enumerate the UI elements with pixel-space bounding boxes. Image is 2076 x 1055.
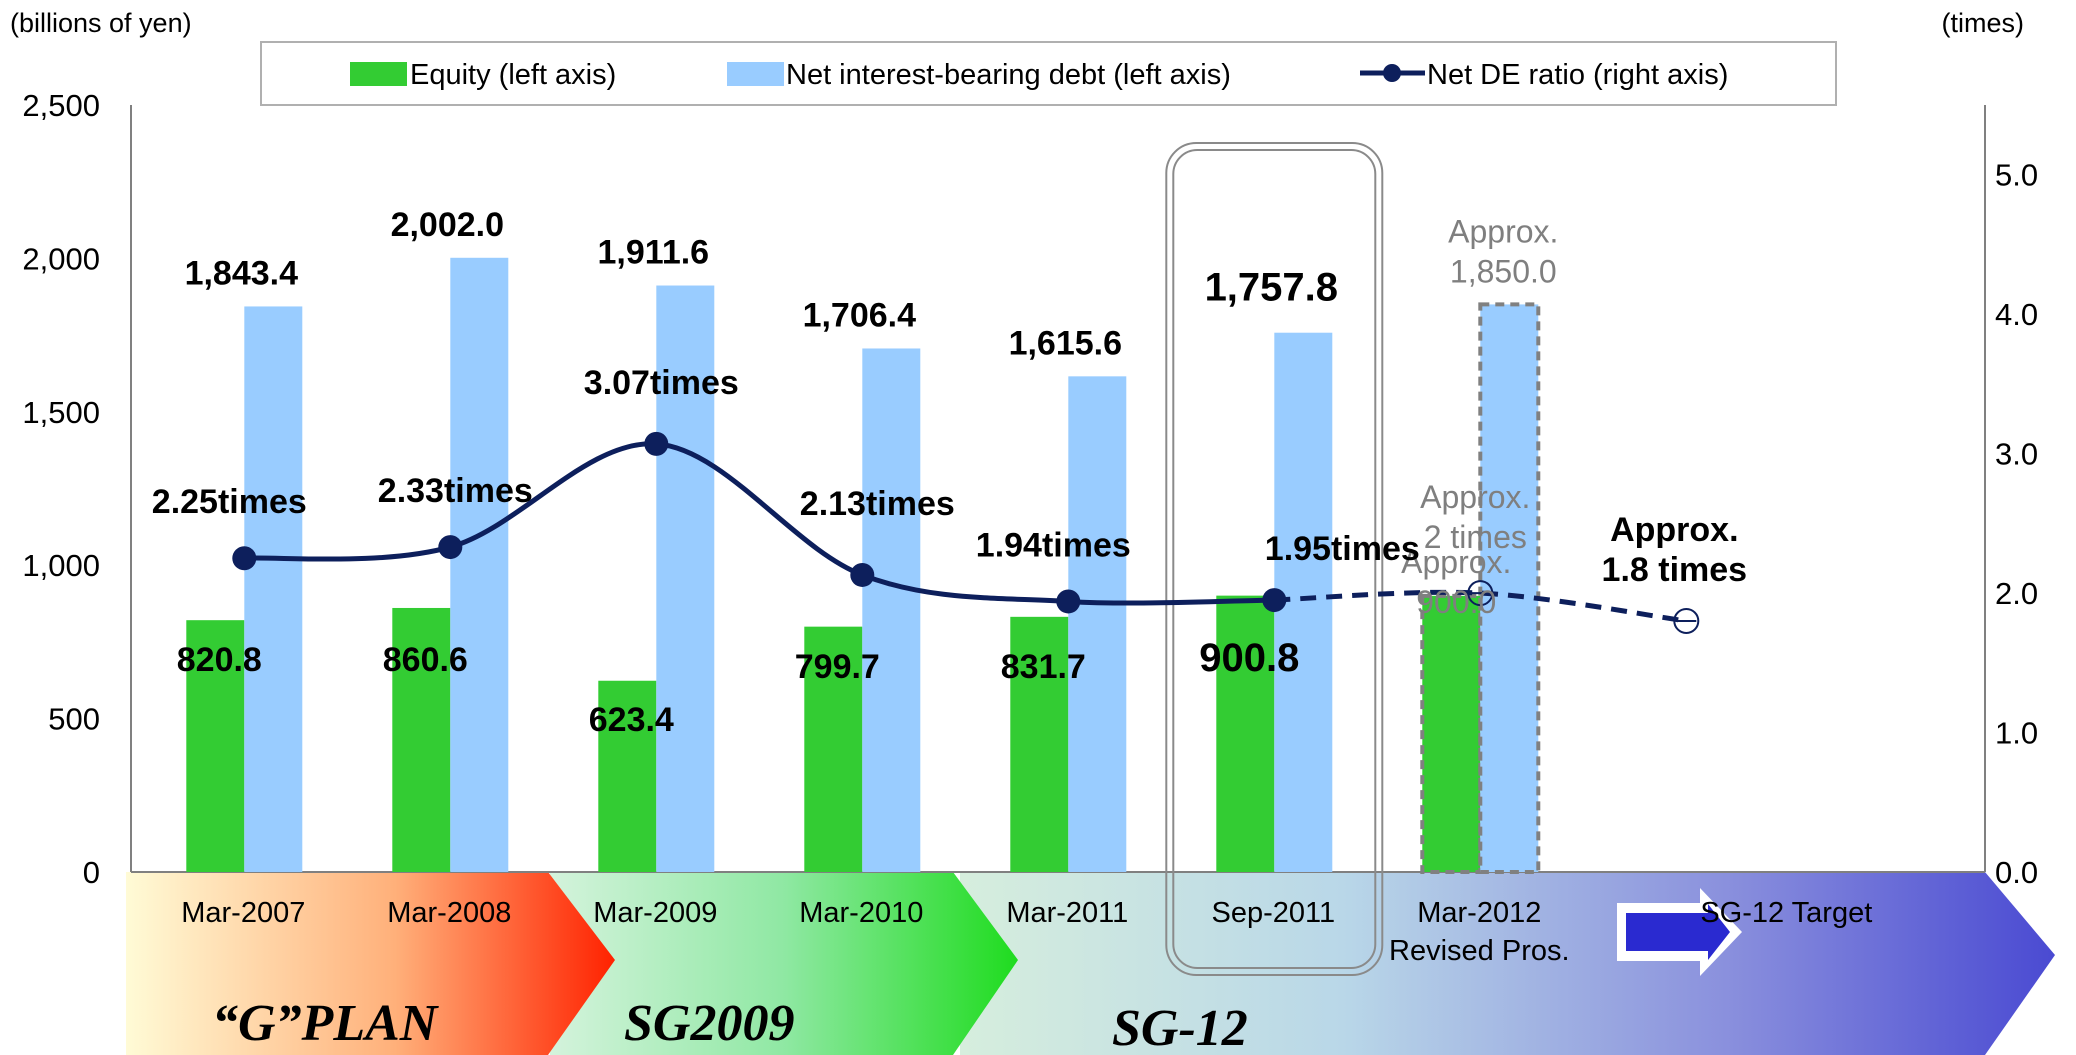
bar-equity-mar-2007 — [186, 620, 245, 872]
left-tick-label: 0 — [83, 855, 100, 890]
category-sublabel: Revised Pros. — [1389, 935, 1570, 967]
plan-label-gplan: “G”PLAN — [212, 995, 440, 1052]
highlight-box-inner — [1172, 149, 1377, 969]
left-axis-unit: (billions of yen) — [10, 8, 192, 38]
plan-label-sg12: SG-12 — [1112, 1000, 1248, 1055]
category-label-mar-2009: Mar-2009 — [593, 897, 717, 929]
debt-value-label: 1,757.8 — [1205, 266, 1338, 310]
legend-swatch-equity — [350, 62, 407, 86]
legend-swatch-debt — [727, 62, 784, 86]
ratio-point-mar-2009 — [644, 431, 669, 456]
category-label-mar-2008: Mar-2008 — [387, 897, 511, 929]
equity-value-label: 900.8 — [1199, 636, 1299, 680]
ratio-point-mar-2010 — [850, 562, 875, 587]
ratio-point-mar-2008 — [438, 535, 463, 560]
ratio-value-label: 3.07times — [584, 364, 739, 402]
right-tick-label: 1.0 — [1995, 716, 2038, 751]
ratio-value-label: 2.33times — [378, 472, 533, 510]
bar-net-interest-bearing-debt-mar-2010 — [862, 348, 921, 873]
debt-value-label: Approx. — [1448, 213, 1558, 249]
category-label-mar-2010: Mar-2010 — [799, 897, 923, 929]
debt-value-label: 1,850.0 — [1450, 253, 1557, 289]
equity-value-label: 623.4 — [589, 701, 674, 739]
legend-label-equity: Equity (left axis) — [410, 59, 616, 91]
right-tick-label: 2.0 — [1995, 576, 2038, 611]
bar-net-interest-bearing-debt-mar-2012 — [1478, 302, 1541, 875]
right-tick-label: 5.0 — [1995, 158, 2038, 193]
debt-value-label: 1,843.4 — [185, 254, 299, 292]
bar-net-interest-bearing-debt-mar-2007 — [244, 306, 303, 872]
legend: Equity (left axis) Net interest-bearing … — [260, 41, 1837, 106]
left-tick-label: 500 — [48, 702, 100, 737]
legend-swatch-ratio-marker — [1383, 64, 1401, 82]
legend-box — [260, 41, 1837, 106]
category-label-mar-2012: Mar-2012 — [1417, 897, 1541, 929]
bar-equity-mar-2008 — [392, 607, 451, 872]
axes: 0 500 1,000 1,500 2,000 2,500 0.0 1.0 2.0 3.0 4.0… — [10, 8, 2038, 890]
ratio-value-label: 1.94times — [976, 526, 1131, 564]
right-tick-label: 0.0 — [1995, 855, 2038, 890]
bar-equity-mar-2009 — [598, 680, 657, 872]
equity-value-label: 831.7 — [1001, 648, 1086, 686]
debt-value-label: 1,615.6 — [1009, 324, 1122, 362]
category-label-mar-2011: Mar-2011 — [1006, 897, 1128, 929]
bar-net-interest-bearing-debt-mar-2008 — [450, 257, 509, 873]
equity-value-label: Approx. — [1401, 544, 1511, 580]
ratio-value-label: 1.95times — [1265, 530, 1420, 568]
ratio-value-label: 2.25times — [152, 483, 307, 521]
bar-net-interest-bearing-debt-mar-2009 — [656, 285, 715, 872]
debt-value-label: 1,706.4 — [803, 296, 917, 334]
equity-value-label: 860.6 — [383, 641, 468, 679]
plan-label-sg2009: SG2009 — [624, 995, 794, 1052]
debt-value-label: 1,911.6 — [598, 234, 710, 272]
plan-arrows: “G”PLAN SG2009 SG-12 — [126, 872, 2055, 1055]
ratio-value-label: Approx. — [1420, 479, 1530, 515]
right-tick-label: 3.0 — [1995, 437, 2038, 472]
left-tick-label: 1,000 — [22, 548, 100, 583]
category-label-mar-2007: Mar-2007 — [181, 897, 305, 929]
ratio-line-projected — [1274, 589, 1687, 624]
plan-arrow-gplan — [126, 872, 615, 1055]
bar-equity-sep-2011 — [1216, 595, 1275, 872]
plan-arrow-sg2009 — [550, 872, 1018, 1055]
arrow-right-icon — [1617, 888, 1742, 976]
left-tick-label: 2,500 — [22, 88, 100, 123]
equity-value-label: 799.7 — [795, 648, 880, 686]
ratio-value-label: 2.13times — [800, 485, 955, 523]
ratio-point-sep-2011 — [1262, 588, 1287, 613]
right-tick-label: 4.0 — [1995, 297, 2038, 332]
equity-value-label: 900.0 — [1416, 584, 1496, 620]
category-label-sep-2011: Sep-2011 — [1211, 897, 1335, 929]
ratio-line-actual — [244, 441, 1275, 606]
debt-value-label: 2,002.0 — [391, 206, 504, 244]
bar-equity-mar-2011 — [1010, 616, 1069, 872]
ratio-point-mar-2012 — [1467, 580, 1494, 607]
legend-label-ratio: Net DE ratio (right axis) — [1427, 59, 1728, 91]
ratio-point-mar-2011 — [1056, 589, 1081, 614]
highlight-box-outer — [1165, 142, 1384, 976]
bar-equity-mar-2010 — [804, 626, 863, 872]
left-tick-label: 2,000 — [22, 241, 100, 276]
ratio-value-label: Approx. — [1610, 511, 1738, 549]
ratio-value-label: 2 times — [1424, 519, 1527, 555]
legend-label-debt: Net interest-bearing debt (left axis) — [786, 59, 1231, 91]
bar-net-interest-bearing-debt-mar-2011 — [1068, 376, 1127, 872]
plan-arrow-sg12 — [960, 872, 2055, 1055]
ratio-value-label: 1.8 times — [1602, 551, 1748, 589]
category-label-sg-12-target: SG-12 Target — [1700, 897, 1872, 929]
bar-equity-mar-2012 — [1420, 593, 1483, 874]
left-tick-label: 1,500 — [22, 395, 100, 430]
right-axis-unit: (times) — [1942, 8, 2025, 38]
equity-value-label: 820.8 — [177, 641, 262, 679]
ratio-point-sg-12-target — [1673, 607, 1700, 634]
ratio-point-mar-2007 — [232, 546, 257, 571]
